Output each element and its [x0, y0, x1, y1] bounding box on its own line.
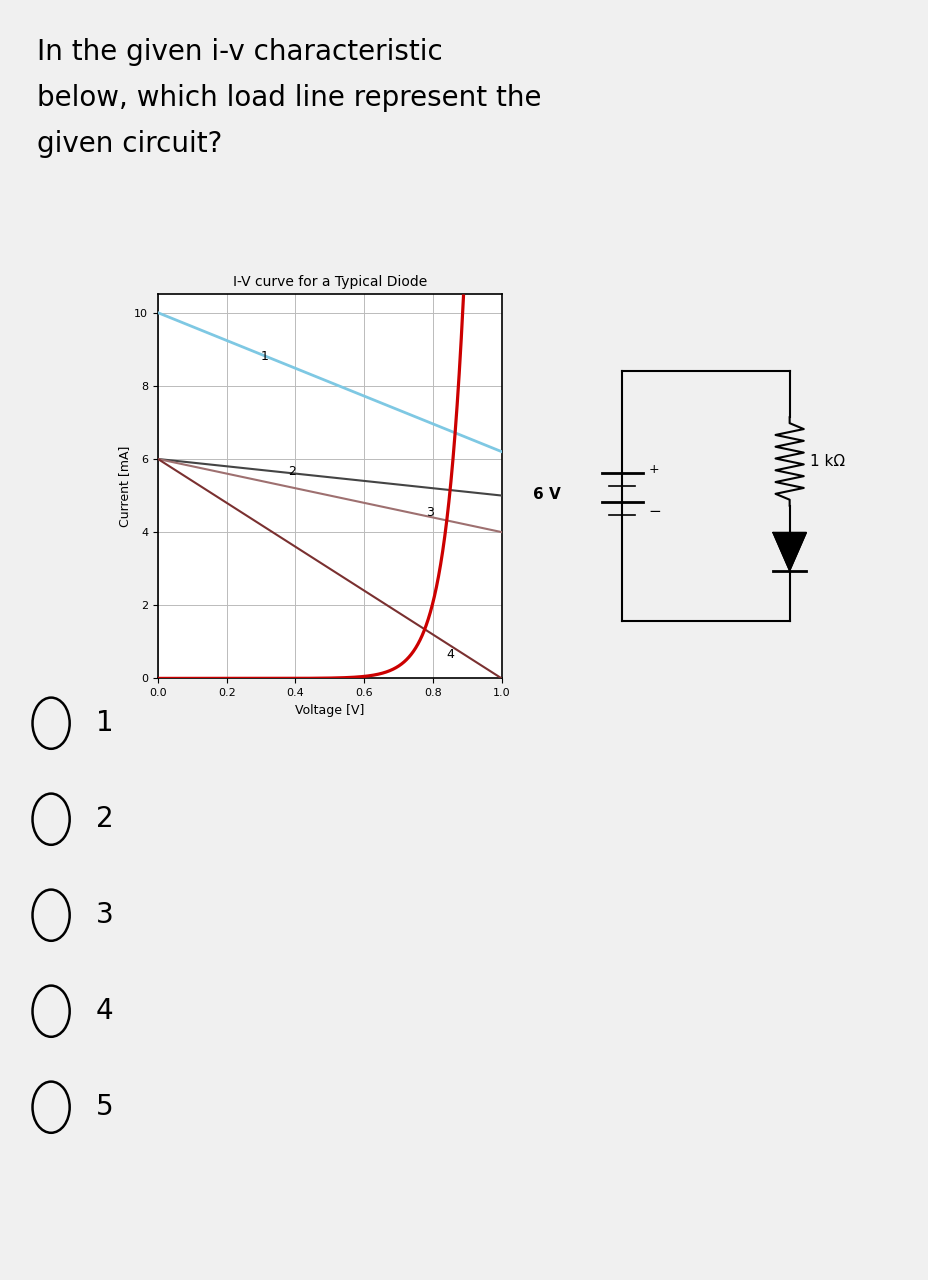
Polygon shape [772, 532, 806, 571]
Text: 4: 4 [96, 997, 113, 1025]
Text: In the given i-v characteristic
below, which load line represent the
given circu: In the given i-v characteristic below, w… [37, 38, 541, 157]
Text: 3: 3 [96, 901, 113, 929]
Text: 1: 1 [96, 709, 113, 737]
Text: −: − [648, 504, 661, 518]
Text: 6 V: 6 V [533, 486, 561, 502]
Text: 2: 2 [96, 805, 113, 833]
Text: 2: 2 [289, 466, 296, 479]
Text: 3: 3 [426, 506, 433, 518]
Title: I-V curve for a Typical Diode: I-V curve for a Typical Diode [232, 275, 427, 289]
Y-axis label: Current [mA]: Current [mA] [118, 445, 131, 527]
Text: 1 kΩ: 1 kΩ [809, 454, 844, 468]
Text: +: + [648, 462, 658, 476]
Text: 1: 1 [261, 351, 268, 364]
Text: 4: 4 [446, 648, 454, 662]
Text: 5: 5 [96, 1093, 113, 1121]
X-axis label: Voltage [V]: Voltage [V] [295, 704, 364, 717]
